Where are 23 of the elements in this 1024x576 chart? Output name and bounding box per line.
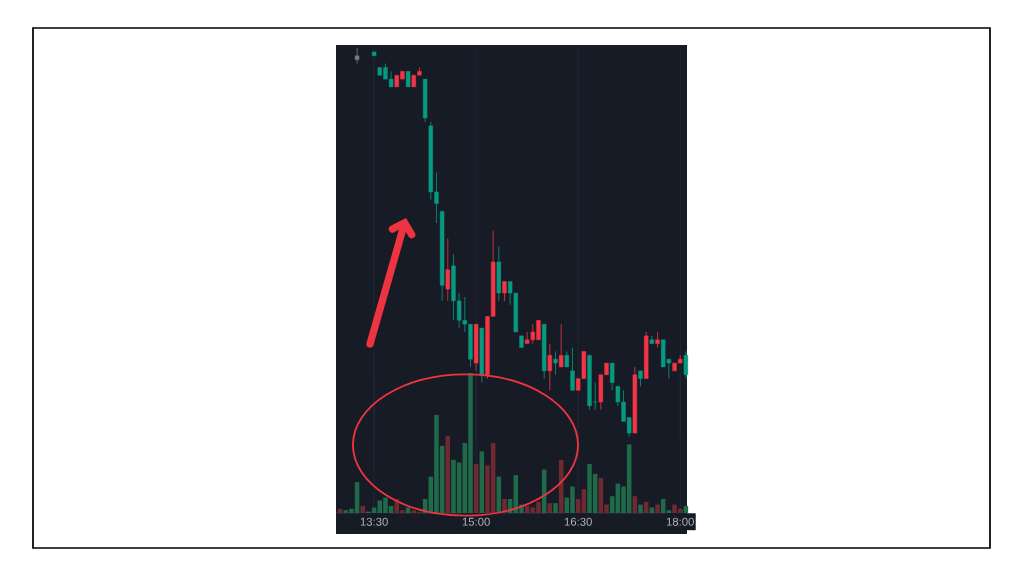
bar (547, 503, 553, 513)
candlestick (354, 47, 360, 64)
candlestick (649, 335, 655, 345)
bar (638, 504, 643, 513)
candlestick (570, 347, 575, 391)
candlestick (445, 238, 450, 302)
bar (553, 503, 558, 513)
candlestick (547, 343, 553, 391)
candlestick (553, 351, 558, 376)
x-tick-label: 18:00 (666, 517, 694, 526)
candlestick (655, 331, 660, 348)
candlestick (558, 323, 564, 368)
candlestick (683, 351, 689, 380)
x-tick-label: 15:00 (462, 517, 490, 526)
bar (655, 504, 660, 513)
bar (405, 507, 411, 513)
candlestick (502, 281, 507, 302)
bar (666, 510, 672, 513)
candlestick (610, 362, 615, 391)
bar (360, 506, 366, 513)
x-tick-label: 13:30 (360, 517, 388, 526)
bar (649, 507, 655, 513)
x-tick-label: 16:30 (564, 517, 592, 526)
